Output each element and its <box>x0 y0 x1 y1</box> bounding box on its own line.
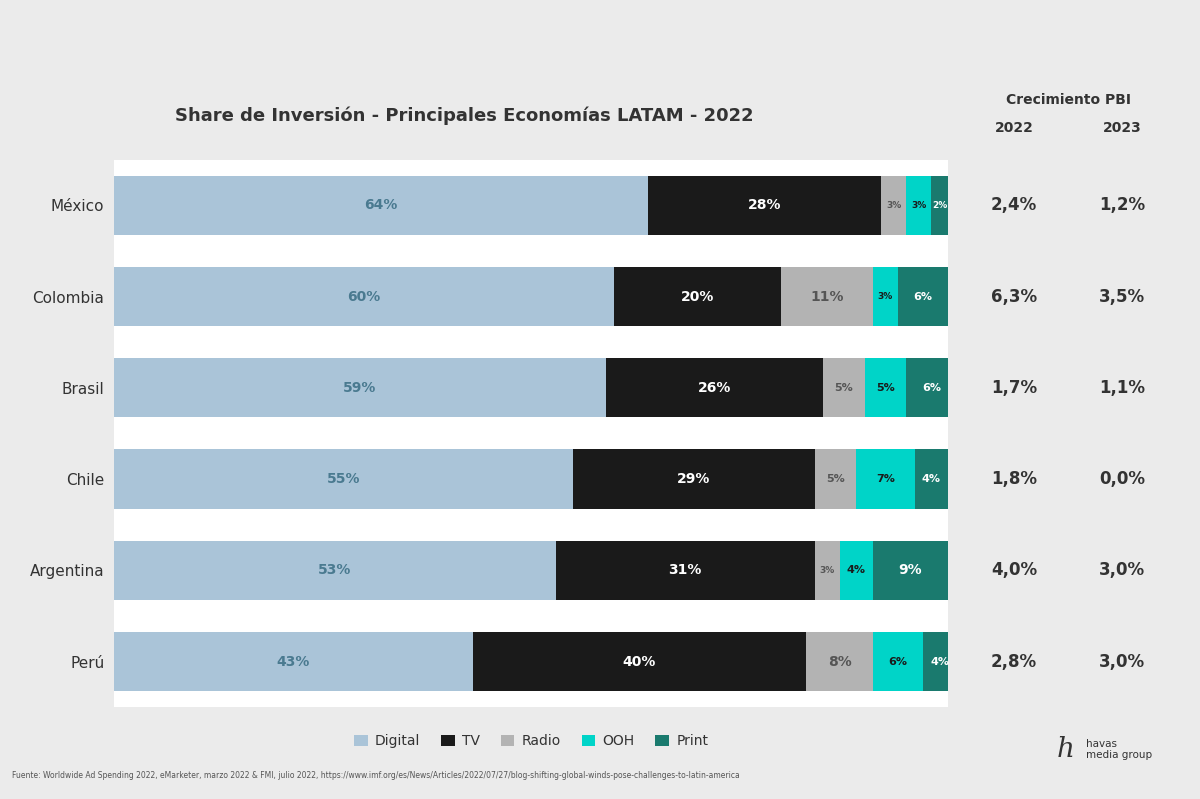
Text: Crecimiento PBI: Crecimiento PBI <box>1006 93 1130 107</box>
Text: 60%: 60% <box>348 289 380 304</box>
Bar <box>606 358 823 418</box>
Bar <box>781 267 872 326</box>
Text: 6,3%: 6,3% <box>991 288 1037 306</box>
Text: 7%: 7% <box>876 474 895 484</box>
Text: 2%: 2% <box>932 201 947 210</box>
Text: 20%: 20% <box>682 289 714 304</box>
Bar <box>872 541 948 600</box>
Bar <box>881 176 906 235</box>
Bar <box>857 449 914 509</box>
Bar <box>114 632 473 691</box>
Text: 43%: 43% <box>277 654 310 669</box>
Text: 11%: 11% <box>810 289 844 304</box>
Bar <box>806 632 872 691</box>
Text: havas
media group: havas media group <box>1086 738 1152 761</box>
Bar <box>872 632 923 691</box>
Bar <box>114 358 606 418</box>
Text: 2,4%: 2,4% <box>991 197 1037 214</box>
Text: 5%: 5% <box>876 383 895 393</box>
Text: 40%: 40% <box>623 654 656 669</box>
Text: 4%: 4% <box>922 474 941 484</box>
Text: h: h <box>1057 736 1074 763</box>
Text: 9%: 9% <box>899 563 923 578</box>
Text: 4%: 4% <box>847 565 865 575</box>
Bar <box>556 541 815 600</box>
Text: 3,0%: 3,0% <box>1099 561 1145 579</box>
Text: 5%: 5% <box>826 474 845 484</box>
Text: 3,5%: 3,5% <box>1099 288 1145 306</box>
Text: 29%: 29% <box>677 472 710 486</box>
Text: 3,0%: 3,0% <box>1099 653 1145 670</box>
Text: 6%: 6% <box>922 383 941 393</box>
Text: 1,1%: 1,1% <box>1099 379 1145 397</box>
Text: 4,0%: 4,0% <box>991 561 1037 579</box>
Bar <box>823 358 864 418</box>
Text: 2,8%: 2,8% <box>991 653 1037 670</box>
Bar <box>864 358 906 418</box>
Text: 64%: 64% <box>364 198 397 213</box>
Bar <box>114 541 556 600</box>
Bar <box>840 541 872 600</box>
Text: 55%: 55% <box>326 472 360 486</box>
Text: 6%: 6% <box>913 292 932 302</box>
Text: 3%: 3% <box>886 201 901 210</box>
Bar <box>114 176 648 235</box>
Bar <box>815 541 840 600</box>
Bar <box>898 267 948 326</box>
Text: 1,8%: 1,8% <box>991 470 1037 488</box>
Bar <box>931 176 948 235</box>
Text: 6%: 6% <box>888 657 907 666</box>
Legend: Digital, TV, Radio, OOH, Print: Digital, TV, Radio, OOH, Print <box>354 734 708 748</box>
Text: 3%: 3% <box>911 201 926 210</box>
Text: 5%: 5% <box>834 383 853 393</box>
Text: 1,7%: 1,7% <box>991 379 1037 397</box>
Text: 59%: 59% <box>343 381 377 395</box>
Text: 0,0%: 0,0% <box>1099 470 1145 488</box>
Text: 28%: 28% <box>748 198 781 213</box>
Bar <box>572 449 815 509</box>
Bar <box>906 176 931 235</box>
Text: 26%: 26% <box>697 381 731 395</box>
Bar <box>923 632 956 691</box>
Text: 2022: 2022 <box>995 121 1033 135</box>
Bar <box>114 267 614 326</box>
Text: Share de Inversión - Principales Economías LATAM - 2022: Share de Inversión - Principales Economí… <box>175 106 754 125</box>
Bar <box>614 267 781 326</box>
Text: 8%: 8% <box>828 654 852 669</box>
Bar <box>906 358 956 418</box>
Text: 53%: 53% <box>318 563 352 578</box>
Text: 2023: 2023 <box>1103 121 1141 135</box>
Text: 3%: 3% <box>878 292 893 301</box>
Bar <box>648 176 881 235</box>
Bar <box>815 449 857 509</box>
Bar <box>914 449 948 509</box>
Text: 4%: 4% <box>930 657 949 666</box>
Text: Fuente: Worldwide Ad Spending 2022, eMarketer, marzo 2022 & FMI, julio 2022, htt: Fuente: Worldwide Ad Spending 2022, eMar… <box>12 770 739 780</box>
Bar <box>114 449 572 509</box>
Text: 3%: 3% <box>820 566 835 574</box>
Text: 31%: 31% <box>668 563 702 578</box>
Bar <box>473 632 806 691</box>
Bar <box>872 267 898 326</box>
Text: 1,2%: 1,2% <box>1099 197 1145 214</box>
